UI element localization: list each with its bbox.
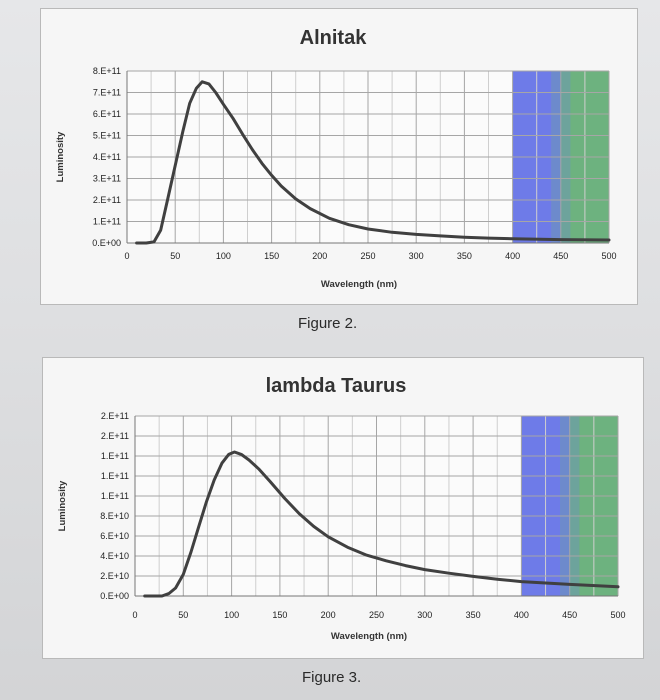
y-tick-label: 2.E+11: [93, 195, 121, 205]
y-tick-label: 2.E+10: [100, 571, 129, 581]
y-tick-label: 0.E+00: [92, 238, 121, 248]
figure-2-caption: Figure 2.: [298, 315, 358, 332]
series-line: [143, 450, 620, 598]
y-tick-label: 2.E+11: [101, 431, 129, 441]
figure-3-caption: Figure 3.: [302, 669, 362, 686]
x-axis-label: Wavelength (nm): [331, 631, 407, 642]
y-tick-label: 4.E+10: [100, 551, 129, 561]
x-tick-label: 300: [417, 610, 432, 620]
y-axis-label: Luminosity: [57, 480, 68, 531]
y-tick-label: 1.E+11: [101, 471, 129, 481]
y-tick-label: 8.E+11: [93, 66, 121, 76]
x-tick-label: 200: [312, 251, 327, 261]
x-tick-label: 500: [601, 251, 616, 261]
x-tick-label: 0: [132, 610, 137, 620]
x-tick-label: 500: [610, 610, 625, 620]
x-tick-label: 450: [562, 610, 577, 620]
y-tick-label: 7.E+11: [93, 88, 121, 98]
y-tick-label: 1.E+11: [93, 217, 121, 227]
x-tick-label: 400: [514, 610, 529, 620]
y-tick-label: 6.E+11: [93, 109, 121, 119]
y-tick-label: 1.E+11: [101, 451, 129, 461]
x-tick-label: 400: [505, 251, 520, 261]
x-tick-label: 250: [360, 251, 375, 261]
y-tick-label: 6.E+10: [100, 531, 129, 541]
x-tick-label: 100: [224, 610, 239, 620]
x-tick-label: 50: [178, 610, 188, 620]
x-tick-label: 150: [264, 251, 279, 261]
y-tick-label: 2.E+11: [101, 411, 129, 421]
chart-panel-lambda-taurus: 0.E+00 2.E+10 4.E+10 6.E+10 8.E+10 1.E+11 1.E+…: [42, 357, 644, 659]
x-tick-label: 300: [409, 251, 424, 261]
x-tick-label: 150: [272, 610, 287, 620]
x-tick-label: 50: [170, 251, 180, 261]
chart-panel-alnitak: 0.E+00 1.E+11 2.E+11 3.E+11 4.E+11 5.E+11 6.E+…: [40, 8, 638, 305]
chart-title: lambda Taurus: [266, 375, 407, 397]
x-tick-label: 350: [466, 610, 481, 620]
x-tick-label: 250: [369, 610, 384, 620]
y-tick-label: 8.E+10: [100, 511, 129, 521]
x-axis-label: Wavelength (nm): [321, 279, 397, 290]
y-axis-label: Luminosity: [55, 131, 66, 182]
chart-alnitak: 0.E+00 1.E+11 2.E+11 3.E+11 4.E+11 5.E+11 6.E+…: [55, 27, 617, 290]
y-tick-label: 1.E+11: [101, 491, 129, 501]
x-tick-label: 100: [216, 251, 231, 261]
chart-lambda-taurus: 0.E+00 2.E+10 4.E+10 6.E+10 8.E+10 1.E+11 1.E+…: [57, 375, 626, 642]
y-tick-label: 3.E+11: [93, 174, 121, 184]
y-tick-label: 4.E+11: [93, 152, 121, 162]
y-tick-label: 5.E+11: [93, 131, 121, 141]
x-tick-label: 0: [124, 251, 129, 261]
chart-title: Alnitak: [300, 27, 368, 49]
x-tick-label: 350: [457, 251, 472, 261]
x-tick-label: 200: [321, 610, 336, 620]
x-tick-label: 450: [553, 251, 568, 261]
y-tick-label: 0.E+00: [100, 591, 129, 601]
series-line: [135, 80, 611, 245]
